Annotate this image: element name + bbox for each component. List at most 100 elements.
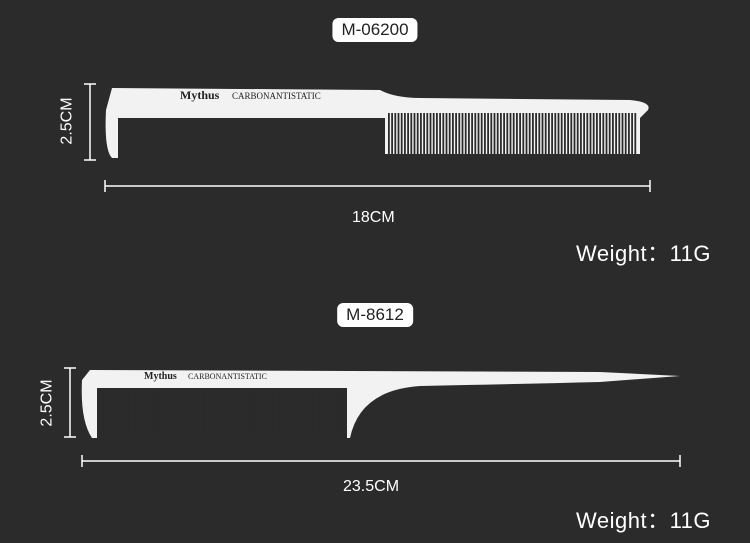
comb-tooth-gap: [170, 118, 174, 158]
comb-tooth-gap: [474, 113, 477, 154]
comb-tooth-gap: [608, 113, 611, 154]
comb-tooth-gap: [306, 392, 309, 438]
comb-tooth-gap: [250, 118, 254, 158]
weight-label: Weight：11G: [576, 241, 712, 266]
comb-tooth-gap: [429, 113, 432, 154]
weight-label: Weight：11G: [576, 508, 712, 533]
comb-tooth-gap: [628, 113, 630, 154]
comb-tooth-gap: [335, 118, 339, 158]
comb-tooth-gap: [154, 392, 158, 438]
comb-tooth-gap: [400, 113, 403, 154]
comb-tooth-gap: [200, 118, 204, 158]
comb-tooth-gap: [439, 113, 441, 154]
comb-tooth-gap: [586, 113, 589, 154]
comb-tooth-gap: [576, 113, 579, 154]
length-label: 18CM: [352, 209, 395, 226]
comb-tooth-gap: [250, 392, 254, 438]
comb-tooth-gap: [220, 118, 224, 158]
comb-tooth-gap: [338, 392, 342, 438]
comb-tooth-gap: [484, 113, 486, 154]
comb-tooth-gap: [145, 392, 148, 438]
height-label: 2.5CM: [38, 379, 56, 427]
comb-tooth-gap: [223, 392, 227, 438]
comb-tooth-gap: [516, 113, 518, 154]
comb-tooth-gap: [218, 392, 222, 438]
comb-tooth-gap: [407, 113, 409, 154]
comb-tooth-gap: [175, 118, 179, 158]
comb-tooth-gap: [215, 118, 219, 158]
comb-tooth-gap: [432, 113, 435, 154]
comb-tooth-gap: [320, 118, 324, 158]
comb-tooth-gap: [621, 113, 624, 154]
comb-tooth-gap: [522, 113, 525, 154]
comb-tooth-gap: [436, 113, 438, 154]
comb-tooth-gap: [342, 392, 346, 438]
length-label: 23.5CM: [343, 478, 400, 495]
comb-tooth-gap: [265, 118, 269, 158]
comb-tooth-gap: [180, 118, 184, 158]
comb-tooth-gap: [280, 118, 284, 158]
material-label: CARBONANTISTATIC: [188, 372, 267, 381]
comb-tooth-gap: [237, 392, 240, 438]
comb-tooth-gap: [232, 392, 236, 438]
comb-tooth-gap: [319, 392, 323, 438]
comb-tooth-gap: [185, 118, 189, 158]
comb-tooth-gap: [287, 392, 291, 438]
comb-tooth-gap: [149, 392, 153, 438]
comb-tooth-gap: [122, 392, 125, 438]
comb-tooth-gap: [528, 113, 531, 154]
comb-tooth-gap: [130, 118, 134, 158]
comb-tooth-gap: [126, 392, 130, 438]
comb-tooth-gap: [177, 392, 181, 438]
comb-tooth-gap: [564, 113, 566, 154]
comb-tooth-gap: [140, 118, 144, 158]
comb-tooth-gap: [560, 113, 563, 154]
comb-tooth-gap: [506, 113, 509, 154]
material-label: CARBONANTISTATIC: [232, 91, 321, 101]
comb-tooth-gap: [292, 392, 296, 438]
comb-tooth-gap: [557, 113, 560, 154]
comb-tooth-gap: [615, 113, 617, 154]
comb-tooth-gap: [413, 113, 416, 154]
comb-tooth-gap: [235, 118, 239, 158]
comb-tooth-gap: [240, 118, 244, 158]
comb-tooth-gap: [370, 118, 374, 158]
comb-tooth-gap: [380, 118, 384, 158]
comb-tooth-gap: [270, 118, 274, 158]
height-label: 2.5CM: [58, 97, 76, 145]
comb-tooth-gap: [599, 113, 601, 154]
comb-tooth-gap: [310, 118, 314, 158]
comb-tooth-gap: [155, 118, 159, 158]
comb-tooth-gap: [241, 392, 245, 438]
comb-tooth-gap: [305, 118, 309, 158]
comb-tooth-gap: [624, 113, 627, 154]
comb-tooth-gap: [548, 113, 550, 154]
comb-tooth-gap: [163, 392, 167, 438]
comb-tooth-gap: [340, 118, 344, 158]
comb-tooth-gap: [596, 113, 598, 154]
comb-tooth-gap: [365, 118, 369, 158]
comb-tooth-gap: [315, 392, 319, 438]
comb-tooth-gap: [125, 118, 129, 158]
comb-tooth-gap: [255, 392, 259, 438]
comb-tooth-gap: [458, 113, 461, 154]
comb-tooth-gap: [285, 118, 289, 158]
comb-tooth-gap: [410, 113, 413, 154]
comb-tooth-gap: [573, 113, 576, 154]
comb-tooth-gap: [112, 392, 116, 438]
comb-tooth-gap: [275, 118, 279, 158]
comb-tooth-gap: [195, 392, 199, 438]
model-label: M-8612: [337, 303, 413, 327]
comb-tooth-gap: [301, 392, 305, 438]
comb-tooth-gap: [325, 118, 329, 158]
comb-tooth-gap: [480, 113, 483, 154]
comb-tooth-gap: [602, 113, 605, 154]
comb-tooth-gap: [214, 392, 217, 438]
comb-tooth-gap: [404, 113, 406, 154]
comb-tooth-gap: [131, 392, 135, 438]
comb-tooth-gap: [278, 392, 282, 438]
brand-label: Mythus: [180, 88, 220, 102]
comb-tooth-gap: [300, 118, 304, 158]
comb-tooth-gap: [99, 392, 102, 438]
